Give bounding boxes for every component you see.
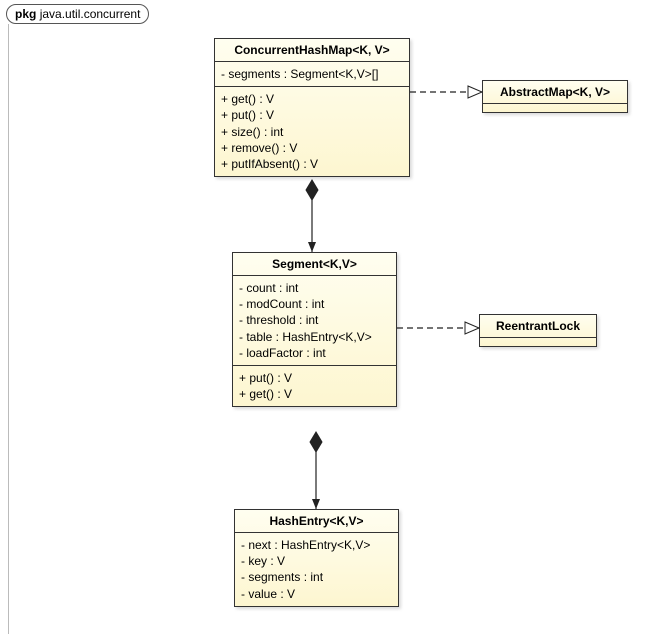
method-row: + remove() : V bbox=[221, 140, 403, 156]
class-concurrenthashmap: ConcurrentHashMap<K, V> - segments : Seg… bbox=[214, 38, 410, 177]
class-reentrantlock: ReentrantLock bbox=[479, 314, 597, 347]
class-name: ReentrantLock bbox=[480, 315, 596, 338]
class-name: HashEntry<K,V> bbox=[235, 510, 398, 533]
class-name: Segment<K,V> bbox=[233, 253, 396, 276]
empty-section bbox=[483, 104, 627, 112]
attributes-section: - segments : Segment<K,V>[] bbox=[215, 62, 409, 87]
attr-row: - modCount : int bbox=[239, 296, 390, 312]
method-row: + putIfAbsent() : V bbox=[221, 156, 403, 172]
class-abstractmap: AbstractMap<K, V> bbox=[482, 80, 628, 113]
attr-row: - segments : Segment<K,V>[] bbox=[221, 66, 403, 82]
method-row: + get() : V bbox=[239, 386, 390, 402]
attr-row: - value : V bbox=[241, 586, 392, 602]
pkg-name: java.util.concurrent bbox=[40, 7, 141, 21]
edge-segment-hashentry bbox=[310, 432, 322, 509]
empty-section bbox=[480, 338, 596, 346]
attr-row: - next : HashEntry<K,V> bbox=[241, 537, 392, 553]
attr-row: - count : int bbox=[239, 280, 390, 296]
methods-section: + put() : V + get() : V bbox=[233, 366, 396, 406]
attributes-section: - count : int - modCount : int - thresho… bbox=[233, 276, 396, 366]
method-row: + put() : V bbox=[239, 370, 390, 386]
attr-row: - table : HashEntry<K,V> bbox=[239, 329, 390, 345]
attributes-section: - next : HashEntry<K,V> - key : V - segm… bbox=[235, 533, 398, 606]
attr-row: - threshold : int bbox=[239, 312, 390, 328]
methods-section: + get() : V + put() : V + size() : int +… bbox=[215, 87, 409, 176]
package-tab: pkg java.util.concurrent bbox=[6, 4, 149, 24]
pkg-frame-left bbox=[8, 24, 9, 634]
method-row: + put() : V bbox=[221, 107, 403, 123]
class-segment: Segment<K,V> - count : int - modCount : … bbox=[232, 252, 397, 407]
class-name: AbstractMap<K, V> bbox=[483, 81, 627, 104]
method-row: + get() : V bbox=[221, 91, 403, 107]
attr-row: - key : V bbox=[241, 553, 392, 569]
attr-row: - segments : int bbox=[241, 569, 392, 585]
edge-chm-segment bbox=[306, 180, 318, 252]
attr-row: - loadFactor : int bbox=[239, 345, 390, 361]
class-hashentry: HashEntry<K,V> - next : HashEntry<K,V> -… bbox=[234, 509, 399, 607]
pkg-prefix: pkg bbox=[15, 7, 36, 21]
method-row: + size() : int bbox=[221, 124, 403, 140]
class-name: ConcurrentHashMap<K, V> bbox=[215, 39, 409, 62]
